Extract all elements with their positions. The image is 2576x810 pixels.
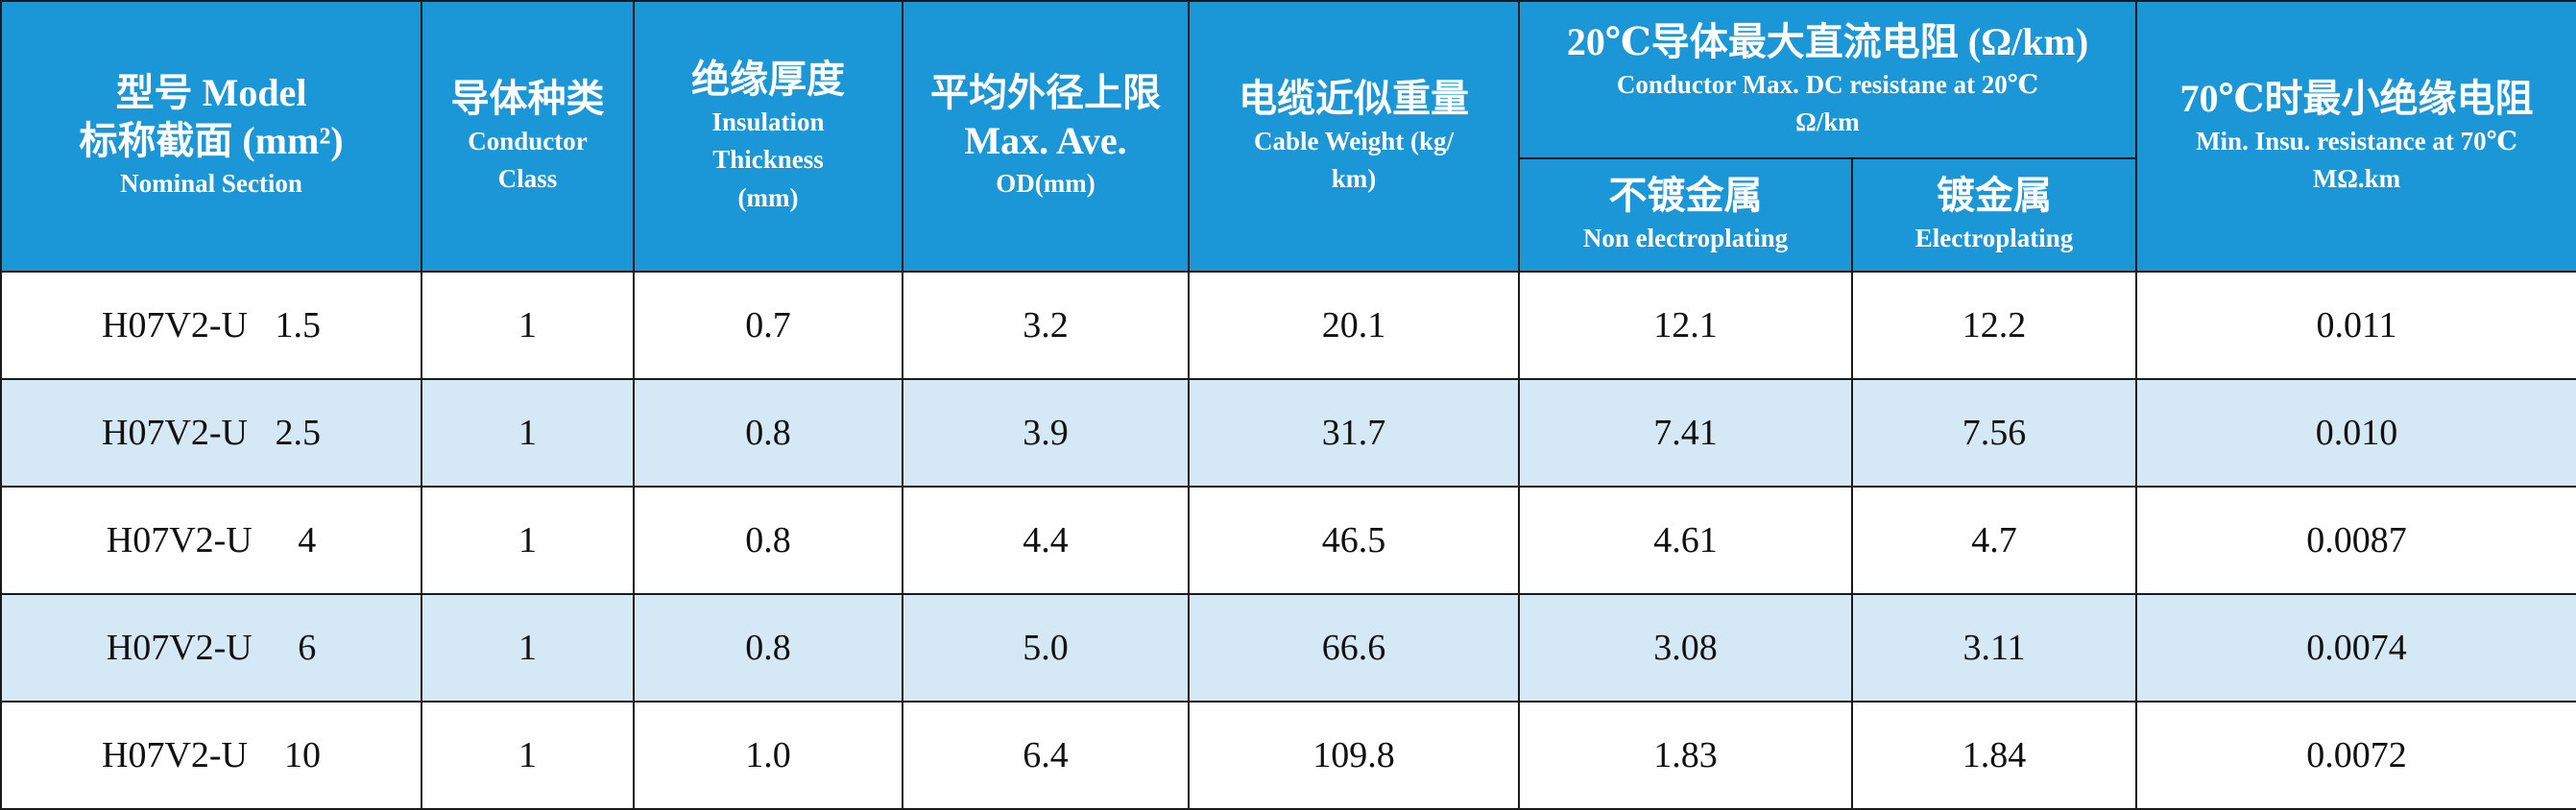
data-cell: 12.1 [1518,271,1853,380]
header-line: Conductor Max. DC resistane at 20℃ [1616,69,2039,99]
header-line: 标称截面 (mm²) [79,119,344,163]
data-cell: 0.7 [633,271,903,380]
data-cell: 4.7 [1851,486,2137,595]
data-cell: 1 [421,378,635,488]
data-cell: 4.4 [902,486,1190,595]
header-line: Min. Insu. resistance at 70℃ [2196,126,2517,155]
header-cell: 平均外径上限 Max. Ave. OD(mm) [902,0,1190,273]
header-line: Cable Weight (kg/ [1253,126,1455,155]
header-line: 型号 Model [115,71,307,115]
data-row: H07V2-U 6 1 0.8 5.0 66.6 3.08 3.11 0.0074 [0,593,2576,703]
data-cell: 0.0074 [2135,593,2576,703]
header-row: 型号 Model 标称截面 (mm²) Nominal Section 导体种类 Con… [0,0,2576,273]
data-cell: 20.1 [1188,271,1520,380]
header-cell: 20℃导体最大直流电阻 (Ω/km) Conductor Max. DC resi… [1518,0,2137,159]
data-row: H07V2-U 2.5 1 0.8 3.9 31.7 7.41 7.56 0.010 [0,378,2576,488]
data-cell: 1 [421,593,635,703]
data-row: H07V2-U 4 1 0.8 4.4 46.5 4.61 4.7 0.0087 [0,486,2576,595]
data-cell: 1.83 [1518,701,1853,810]
header-line: 20℃导体最大直流电阻 (Ω/km) [1566,19,2089,63]
data-cell: 0.0072 [2135,701,2576,810]
header-cell: 导体种类 Conductor Class [421,0,635,273]
header-line: 镀金属 [1937,174,2052,218]
data-cell: 3.08 [1518,593,1853,703]
data-cell: H07V2-U 4 [0,486,422,595]
header-line: Electroplating [1914,224,2074,253]
header-line: Nominal Section [120,169,302,199]
data-cell: 1 [421,486,635,595]
header-line: 绝缘厚度 [691,58,845,102]
data-cell: 1 [421,271,635,380]
data-cell: H07V2-U 2.5 [0,378,422,488]
header-cell: 绝缘厚度 Insulation Thickness (mm) [633,0,903,273]
data-cell: 1.84 [1851,701,2137,810]
data-cell: 46.5 [1188,486,1520,595]
header-line: 不镀金属 [1608,174,1763,218]
data-cell: 7.41 [1518,378,1853,488]
header-line: 导体种类 [450,76,605,120]
subheader-cell: 镀金属 Electroplating [1851,157,2137,273]
subheader-cell: 不镀金属 Non electroplating [1518,157,1853,273]
data-cell: H07V2-U 10 [0,701,422,810]
data-row: H07V2-U 1.5 1 0.7 3.2 20.1 12.1 12.2 0.011 [0,271,2576,380]
data-cell: 6.4 [902,701,1190,810]
data-cell: H07V2-U 6 [0,593,422,703]
header-line: Conductor [468,126,588,155]
header-line: km) [1331,164,1377,193]
data-cell: 109.8 [1188,701,1520,810]
header-line: 70℃时最小绝缘电阻 [2179,76,2534,120]
data-cell: 0.010 [2135,378,2576,488]
data-cell: 12.2 [1851,271,2137,380]
header-line: Ω/km [1795,107,1860,136]
header-line: Class [497,164,558,193]
data-cell: H07V2-U 1.5 [0,271,422,380]
header-line: (mm) [737,182,799,212]
header-line: OD(mm) [996,169,1095,199]
data-cell: 0.8 [633,486,903,595]
data-cell: 5.0 [902,593,1190,703]
data-cell: 3.11 [1851,593,2137,703]
data-cell: 1 [421,701,635,810]
data-cell: 0.8 [633,378,903,488]
header-cell: 型号 Model 标称截面 (mm²) Nominal Section [0,0,422,273]
data-cell: 31.7 [1188,378,1520,488]
header-line: Non electroplating [1582,224,1789,253]
header-line: Insulation [711,107,825,137]
data-cell: 1.0 [633,701,903,810]
header-subrow: 不镀金属 Non electroplating 镀金属 Electroplating [1,157,2576,273]
header-line: Thickness [712,145,824,175]
header-line: 平均外径上限 [930,71,1161,115]
data-cell: 3.2 [902,271,1190,380]
data-row: H07V2-U 10 1 1.0 6.4 109.8 1.83 1.84 0.0072 [0,701,2576,810]
header-line: Max. Ave. [964,119,1127,163]
data-cell: 0.8 [633,593,903,703]
data-cell: 66.6 [1188,593,1520,703]
data-cell: 7.56 [1851,378,2137,488]
data-cell: 3.9 [902,378,1190,488]
header-cell: 70℃时最小绝缘电阻 Min. Insu. resistance at 70℃ MΩ… [2135,0,2576,273]
header-line: MΩ.km [2312,164,2401,193]
data-cell: 4.61 [1518,486,1853,595]
header-line: 电缆近似重量 [1239,76,1469,120]
data-cell: 0.0087 [2135,486,2576,595]
header-cell: 电缆近似重量 Cable Weight (kg/km) [1188,0,1520,273]
data-cell: 0.011 [2135,271,2576,380]
